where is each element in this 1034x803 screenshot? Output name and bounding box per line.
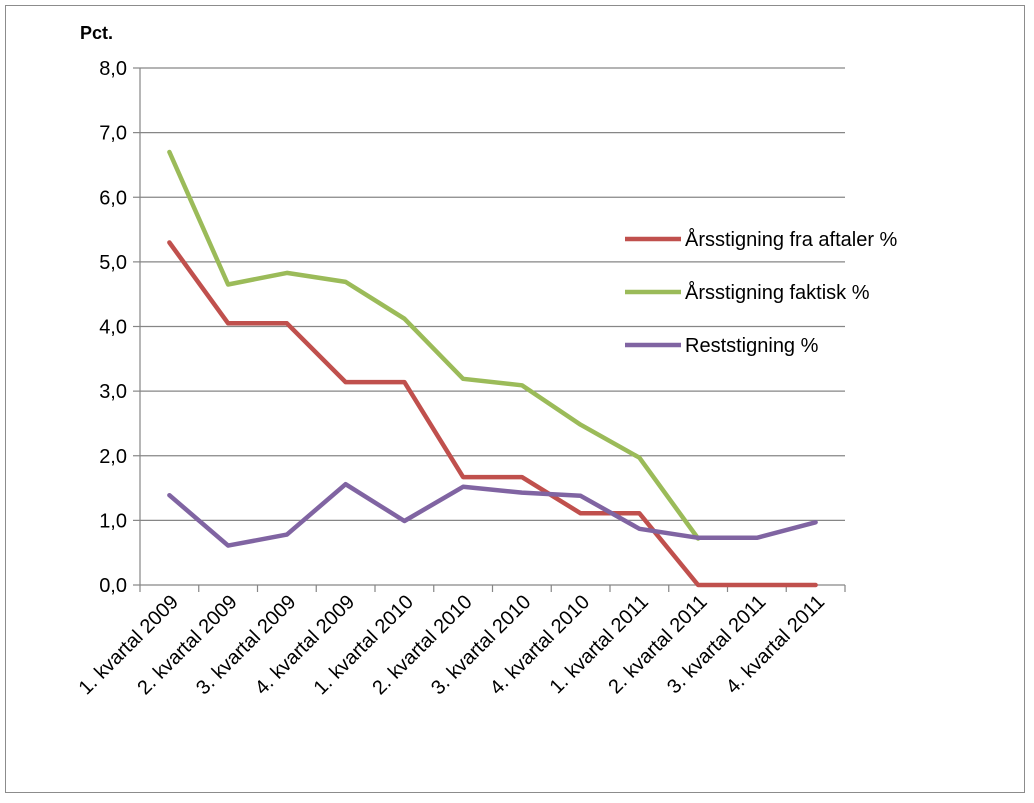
legend-label-1: Årsstigning fra aftaler %: [685, 228, 898, 251]
series-line-3: [167, 481, 818, 548]
x-tick-label: 1. kvartal 2009: [75, 591, 183, 699]
axes: [133, 67, 846, 592]
x-tick-label: 2. kvartal 2009: [133, 591, 241, 699]
y-tick-label: 1,0: [99, 510, 127, 532]
y-tick-label: 3,0: [99, 381, 127, 403]
x-tick-label: 4. kvartal 2009: [251, 591, 359, 699]
y-unit-label: Pct.: [80, 23, 113, 43]
x-tick-label: 2. kvartal 2010: [368, 591, 476, 699]
series-lines: [167, 149, 818, 588]
series-line-2: [167, 149, 701, 541]
series-line-1: [167, 240, 818, 588]
chart-frame: [5, 5, 1025, 793]
y-tick-labels: 0,0 1,0 2,0 3,0 4,0 5,0 6,0 7,0 8,0: [99, 58, 127, 597]
legend-label-2: Årsstigning faktisk %: [685, 281, 870, 304]
y-tick-label: 5,0: [99, 252, 127, 274]
gridlines: [140, 67, 845, 521]
y-tick-label: 7,0: [99, 123, 127, 145]
legend: Årsstigning fra aftaler % Årsstigning fak…: [625, 228, 898, 357]
y-tick-label: 4,0: [99, 317, 127, 339]
x-tick-label: 3. kvartal 2010: [427, 591, 535, 699]
y-tick-label: 8,0: [99, 58, 127, 80]
legend-label-3: Reststigning %: [685, 335, 819, 357]
y-tick-label: 0,0: [99, 575, 127, 597]
x-tick-label: 1. kvartal 2010: [310, 591, 418, 699]
y-tick-label: 2,0: [99, 446, 127, 468]
x-tick-label: 3. kvartal 2009: [192, 591, 300, 699]
y-tick-label: 6,0: [99, 187, 127, 209]
x-tick-label: 4. kvartal 2010: [486, 591, 594, 699]
